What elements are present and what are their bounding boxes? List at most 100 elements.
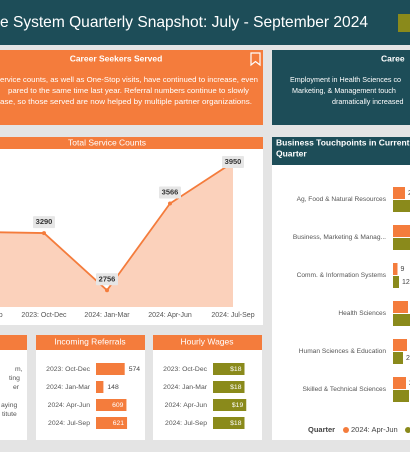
point (105, 288, 109, 293)
card-title: Career Seekers Served (70, 53, 163, 63)
bar (393, 314, 410, 326)
y-tick-label: 2024: Jan-Mar (163, 384, 208, 391)
bookmark-icon[interactable] (250, 52, 261, 67)
card-header (272, 137, 410, 165)
text-card (0, 335, 27, 440)
y-tick-label: 2024: Jul-Sep (165, 420, 207, 427)
chart-card (0, 137, 263, 325)
bar (393, 301, 408, 313)
data-label: $18 (230, 420, 242, 427)
card-text: ting (9, 375, 20, 382)
card-header (153, 335, 262, 350)
area (0, 162, 233, 307)
card-text: pared to the same time last year. Referr… (8, 86, 249, 95)
y-tick-label: 2024: Jan-Mar (46, 384, 91, 391)
chart-title: Total Service Counts (68, 137, 146, 147)
bar (96, 399, 127, 411)
card-header (0, 137, 263, 149)
header-badge (398, 14, 410, 32)
x-tick-label: 2024: Jul-Sep (211, 312, 254, 319)
legend-title: Quarter (308, 425, 335, 434)
bar (393, 263, 398, 275)
bar (393, 377, 406, 389)
data-label: 12 (402, 279, 410, 286)
bar (96, 381, 104, 393)
x-tick-label: 2023: Oct-Dec (21, 312, 67, 319)
header-bar (0, 0, 410, 45)
data-label: 621 (113, 420, 125, 427)
card-header (36, 335, 145, 350)
bar (213, 417, 245, 429)
label-box (159, 186, 181, 199)
legend-marker (405, 427, 410, 433)
chart-title: Incoming Referrals (54, 336, 125, 346)
card-text: Employment in Health Sciences co (290, 75, 401, 84)
legend-marker (343, 427, 349, 433)
data-label: $18 (230, 366, 242, 373)
bar (96, 417, 128, 429)
bar (213, 363, 245, 375)
label-box (96, 273, 118, 286)
y-tick-label: Human Sciences & Education (299, 348, 387, 355)
y-tick-label: Business, Marketing & Manag... (293, 234, 386, 241)
y-tick-label: 2024: Apr-Jun (165, 402, 208, 409)
bar (393, 339, 407, 351)
data-label: $19 (232, 402, 244, 409)
bar (213, 381, 245, 393)
label-box (222, 156, 244, 168)
data-label: 3290 (36, 217, 53, 226)
data-label: 24 (408, 190, 410, 197)
chart-title: Hourly Wages (180, 336, 233, 346)
summary-card (272, 50, 410, 125)
chart-card (272, 137, 410, 440)
y-tick-label: Comm. & Information Systems (297, 272, 387, 279)
card-text: ase, so those served are now helped by m… (0, 97, 252, 106)
chart-title: Business Touchpoints in Current (276, 137, 410, 147)
chart-title: Quarter (276, 148, 307, 158)
x-tick-label: 2024: Apr-Jun (148, 312, 192, 319)
summary-card (0, 50, 263, 125)
card-text: titute (2, 411, 17, 418)
data-label: 574 (129, 366, 141, 373)
legend-label: 2024: Apr-Jun (351, 425, 398, 434)
point (42, 231, 46, 236)
data-label: 3950 (225, 157, 242, 166)
page-title: e System Quarterly Snapshot: July - Sept… (0, 14, 368, 31)
label-box (33, 216, 55, 229)
card-text: er (13, 384, 20, 391)
data-label: 609 (112, 402, 124, 409)
point (168, 201, 172, 206)
bar (393, 200, 410, 212)
data-label: 9 (401, 266, 405, 273)
card-title: Caree (381, 53, 405, 63)
y-tick-label: Health Sciences (338, 310, 386, 317)
bar (393, 187, 405, 199)
x-tick-label: 2024: Jan-Mar (84, 312, 130, 319)
x-tick-label: 2023: Jul-Sep (0, 312, 3, 319)
card-text: dramatically increased (332, 97, 404, 106)
bar (96, 363, 125, 375)
card-text: aying (1, 402, 17, 409)
bar (393, 238, 410, 250)
card-text: ervice counts, as well as One-Stop visit… (0, 75, 258, 84)
data-label: 20 (406, 355, 410, 362)
bar (393, 390, 409, 402)
bar (393, 276, 399, 288)
data-label: 148 (107, 384, 119, 391)
y-tick-label: 2024: Jul-Sep (48, 420, 90, 427)
data-label: $18 (230, 384, 242, 391)
bar (393, 225, 410, 237)
card-header (0, 335, 27, 350)
bar (213, 399, 247, 411)
bar (393, 352, 403, 364)
data-label: 2756 (99, 274, 116, 283)
y-tick-label: Skilled & Technical Sciences (303, 386, 387, 393)
card-text: Marketing, & Management touch (292, 86, 396, 95)
y-tick-label: 2023: Oct-Dec (163, 366, 207, 373)
data-label: 3566 (162, 187, 179, 196)
y-tick-label: 2024: Apr-Jun (48, 402, 91, 409)
y-tick-label: 2023: Oct-Dec (46, 366, 90, 373)
card-text: m, (15, 366, 23, 373)
